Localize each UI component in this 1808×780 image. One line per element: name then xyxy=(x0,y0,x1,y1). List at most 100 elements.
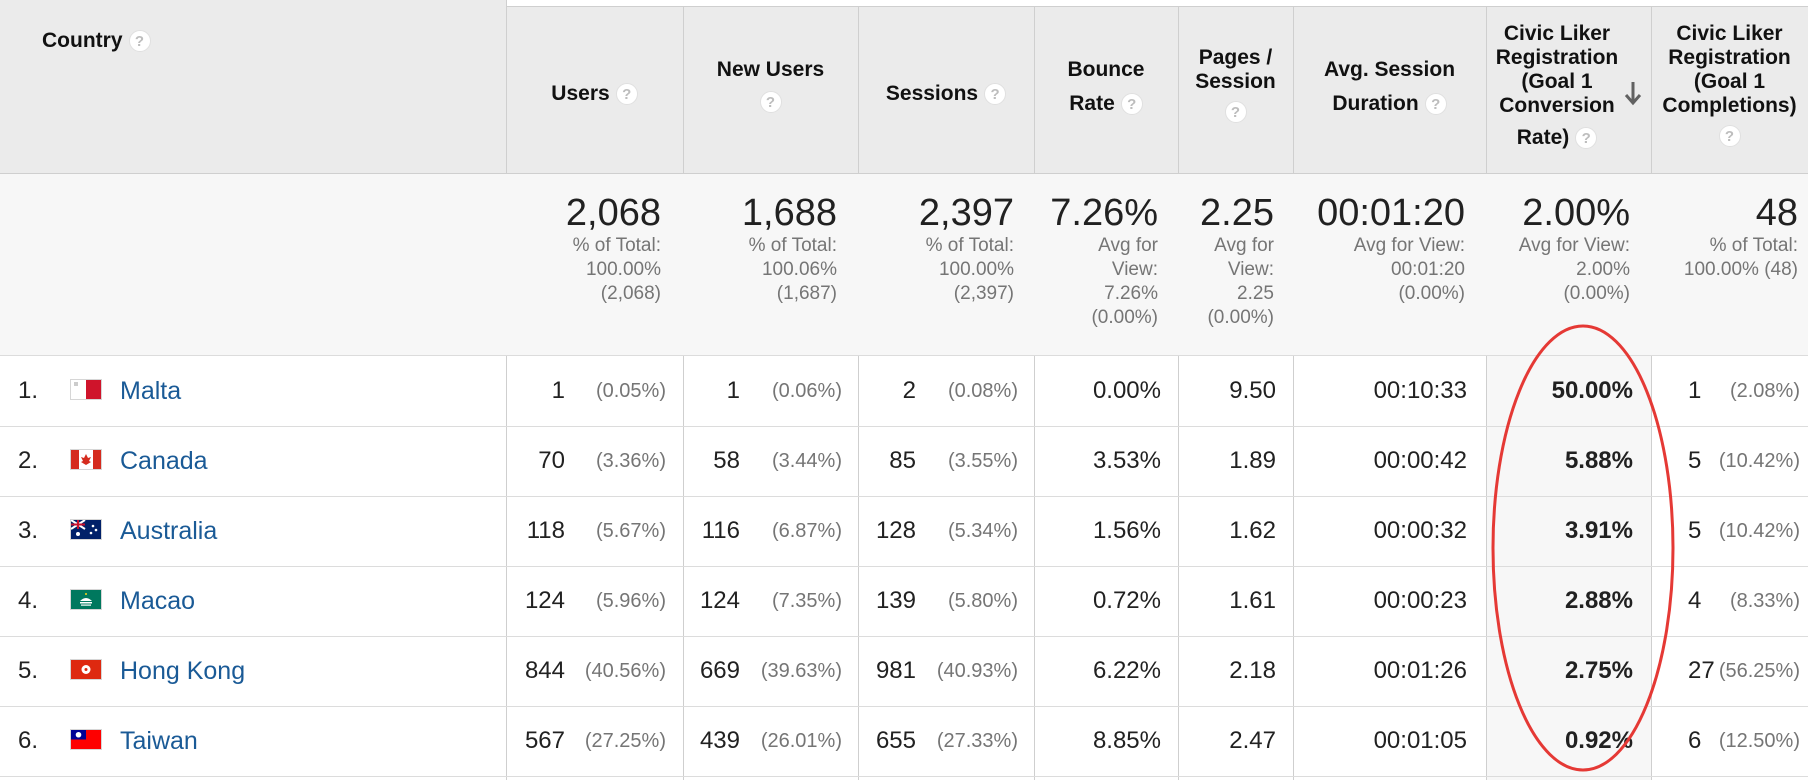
total-bounce-rate: 7.26% Avg for View: 7.26% (0.00%) xyxy=(1050,192,1158,328)
row-number: 3. xyxy=(18,517,39,544)
users-percent: (5.96%) xyxy=(595,590,666,612)
question-circle-icon[interactable]: ? xyxy=(759,91,782,114)
new-users-percent: (7.35%) xyxy=(771,590,842,612)
new-users-value: 124 xyxy=(699,587,740,614)
total-avg-session-duration: 00:01:20 Avg for View: 00:01:20 (0.00%) xyxy=(1317,192,1465,304)
col-divider xyxy=(858,6,859,780)
row-divider xyxy=(0,776,1808,777)
country-link[interactable]: Hong Kong xyxy=(120,657,246,685)
row-number: 6. xyxy=(18,727,39,754)
header-completions[interactable]: Civic Liker Registration (Goal 1 Complet… xyxy=(1662,22,1797,148)
bounce-rate-value: 6.22% xyxy=(1092,657,1161,684)
header-avg-session-duration[interactable]: Avg. Session Duration? xyxy=(1323,58,1456,116)
users-value: 844 xyxy=(524,657,565,684)
flag-icon xyxy=(70,729,102,750)
pages-session-value: 9.50 xyxy=(1229,377,1276,404)
completions-percent: (8.33%) xyxy=(1729,590,1800,612)
completions-value: 6 xyxy=(1688,727,1702,754)
users-value: 1 xyxy=(551,377,565,404)
users-percent: (40.56%) xyxy=(584,660,666,682)
row-divider xyxy=(0,636,1808,637)
pages-session-value: 1.89 xyxy=(1229,447,1276,474)
row-number: 5. xyxy=(18,657,39,684)
question-circle-icon[interactable]: ? xyxy=(1424,93,1447,116)
country-link[interactable]: Australia xyxy=(120,517,218,545)
question-circle-icon[interactable]: ? xyxy=(1718,125,1741,148)
arrow-down-icon[interactable] xyxy=(1624,80,1642,108)
completions-percent: (10.42%) xyxy=(1718,450,1800,472)
sessions-percent: (5.80%) xyxy=(947,590,1018,612)
country-link[interactable]: Taiwan xyxy=(120,727,198,755)
header-top-border xyxy=(506,6,1808,7)
sessions-percent: (3.55%) xyxy=(947,450,1018,472)
table-row: 1. Malta 1 (0.05%) 1 (0.06%) 2 (0.08%) 0.00% 9.50… xyxy=(0,356,1808,426)
row-number: 4. xyxy=(18,587,39,614)
question-circle-icon[interactable]: ? xyxy=(128,30,151,53)
header-bottom-border xyxy=(0,173,1808,174)
flag-icon xyxy=(70,589,102,610)
table-row: 4. Macao 124 (5.96%) 124 (7.35%) 139 (5.80%) 0.7… xyxy=(0,566,1808,636)
new-users-value: 116 xyxy=(701,517,740,544)
users-percent: (0.05%) xyxy=(595,380,666,402)
header-country-bg xyxy=(0,0,506,173)
new-users-percent: (6.87%) xyxy=(771,520,842,542)
new-users-percent: (0.06%) xyxy=(771,380,842,402)
header-conversion-rate[interactable]: Civic Liker Registration (Goal 1 Convers… xyxy=(1495,22,1619,150)
users-value: 118 xyxy=(526,517,565,544)
header-sessions[interactable]: Sessions? xyxy=(858,82,1034,106)
total-sessions: 2,397 % of Total: 100.00% (2,397) xyxy=(918,192,1014,304)
country-link[interactable]: Macao xyxy=(120,587,196,615)
pages-session-value: 1.61 xyxy=(1229,587,1276,614)
country-link[interactable]: Malta xyxy=(120,377,182,405)
bounce-rate-value: 0.00% xyxy=(1092,377,1161,404)
new-users-percent: (39.63%) xyxy=(760,660,842,682)
header-new-users[interactable]: New Users ? xyxy=(716,58,825,114)
table-row: 3. Australia 118 (5.67%) 116 (6.87%) 128 (5.34%… xyxy=(0,496,1808,566)
users-value: 70 xyxy=(538,447,565,474)
new-users-value: 58 xyxy=(713,447,740,474)
bounce-rate-value: 3.53% xyxy=(1092,447,1161,474)
total-conversion-rate: 2.00% Avg for View: 2.00% (0.00%) xyxy=(1518,192,1630,304)
conversion-rate-value: 2.75% xyxy=(1564,657,1633,684)
new-users-percent: (26.01%) xyxy=(760,730,842,752)
row-divider xyxy=(0,355,1808,356)
conversion-rate-value: 3.91% xyxy=(1564,517,1633,544)
users-percent: (3.36%) xyxy=(595,450,666,472)
col-divider xyxy=(1486,6,1487,780)
avg-session-duration-value: 00:00:42 xyxy=(1373,447,1467,474)
conversion-rate-value: 5.88% xyxy=(1564,447,1633,474)
pages-session-value: 2.47 xyxy=(1229,727,1276,754)
question-circle-icon[interactable]: ? xyxy=(1224,101,1247,124)
completions-percent: (10.42%) xyxy=(1718,520,1800,542)
header-bounce-rate[interactable]: Bounce Rate? xyxy=(1067,58,1145,116)
header-pages-session[interactable]: Pages / Session ? xyxy=(1195,46,1276,124)
conversion-rate-value: 2.88% xyxy=(1564,587,1633,614)
completions-value: 1 xyxy=(1688,377,1702,404)
completions-percent: (56.25%) xyxy=(1718,660,1800,682)
flag-icon xyxy=(70,659,102,680)
question-circle-icon[interactable]: ? xyxy=(1120,93,1143,116)
question-circle-icon[interactable]: ? xyxy=(984,83,1007,106)
question-circle-icon[interactable]: ? xyxy=(1575,127,1598,150)
sessions-value: 2 xyxy=(902,377,916,404)
completions-percent: (2.08%) xyxy=(1729,380,1800,402)
header-users[interactable]: Users? xyxy=(506,82,683,106)
header-country[interactable]: Country? xyxy=(42,29,151,53)
users-value: 567 xyxy=(524,727,565,754)
question-circle-icon[interactable]: ? xyxy=(615,83,638,106)
row-number: 2. xyxy=(18,447,39,474)
users-value: 124 xyxy=(524,587,565,614)
flag-icon xyxy=(70,449,102,470)
pages-session-value: 1.62 xyxy=(1229,517,1276,544)
country-link[interactable]: Canada xyxy=(120,447,208,475)
col-divider xyxy=(1651,6,1652,780)
users-percent: (27.25%) xyxy=(584,730,666,752)
bounce-rate-value: 1.56% xyxy=(1092,517,1161,544)
sessions-value: 981 xyxy=(875,657,916,684)
row-number: 1. xyxy=(18,377,39,404)
col-divider xyxy=(683,6,684,780)
total-new-users: 1,688 % of Total: 100.06% (1,687) xyxy=(741,192,837,304)
row-divider xyxy=(0,566,1808,567)
total-pages-session: 2.25 Avg for View: 2.25 (0.00%) xyxy=(1200,192,1274,328)
